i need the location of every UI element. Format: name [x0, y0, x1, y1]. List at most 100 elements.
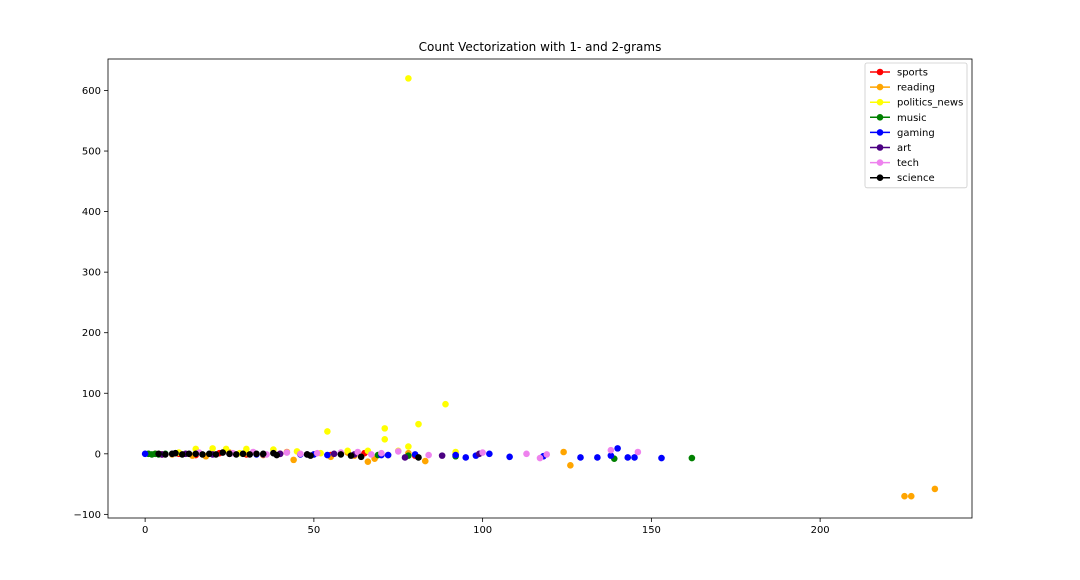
- data-point: [307, 452, 314, 459]
- data-point: [344, 447, 351, 455]
- data-point: [931, 485, 939, 493]
- data-point: [624, 454, 632, 461]
- data-point: [357, 453, 365, 461]
- legend-entry-politics-news: politics_news: [870, 98, 963, 109]
- data-point: [405, 443, 412, 450]
- legend-label: art: [897, 143, 911, 154]
- series-politics-news: [175, 75, 459, 457]
- data-point: [658, 454, 665, 462]
- data-point: [631, 454, 638, 461]
- legend-marker: [876, 83, 884, 91]
- data-point: [219, 449, 227, 456]
- data-point: [634, 448, 642, 456]
- data-point: [384, 451, 392, 459]
- data-point: [907, 492, 915, 500]
- data-point: [401, 454, 409, 461]
- data-point: [614, 445, 621, 452]
- legend-label: politics_news: [897, 98, 963, 109]
- data-point: [290, 456, 297, 464]
- legend-label: sports: [897, 68, 928, 79]
- data-point: [324, 428, 331, 435]
- x-tick-label: 0: [142, 525, 148, 536]
- series-tech: [168, 446, 642, 462]
- data-point: [283, 449, 291, 456]
- data-point: [901, 492, 908, 500]
- data-point: [313, 449, 321, 457]
- data-point: [438, 452, 446, 459]
- x-tick-label: 50: [308, 525, 321, 536]
- data-point: [185, 450, 193, 458]
- legend-label: reading: [897, 83, 935, 94]
- data-point: [381, 435, 389, 443]
- y-tick-label: 500: [82, 147, 101, 158]
- legend-entry-gaming: gaming: [870, 128, 935, 139]
- data-point: [560, 448, 567, 456]
- legend-marker: [876, 174, 884, 181]
- y-tick-label: 100: [82, 389, 101, 400]
- data-point: [486, 450, 493, 458]
- x-tick-label: 200: [811, 525, 830, 536]
- data-point: [405, 75, 412, 82]
- data-point: [452, 451, 459, 459]
- data-point: [273, 451, 281, 459]
- legend-marker: [876, 98, 884, 106]
- data-point: [462, 454, 470, 461]
- x-tick-label: 150: [642, 525, 661, 536]
- data-point: [594, 454, 601, 461]
- data-point: [523, 450, 530, 458]
- legend-entry-music: music: [870, 113, 927, 124]
- data-point: [232, 451, 240, 458]
- data-point: [543, 451, 551, 458]
- legend-label: science: [897, 173, 935, 184]
- data-point: [243, 445, 250, 453]
- data-point: [155, 450, 162, 458]
- data-point: [577, 454, 584, 461]
- data-point: [354, 448, 362, 456]
- legend-entry-art: art: [870, 143, 911, 154]
- data-point: [378, 449, 385, 457]
- legend-entry-science: science: [870, 173, 935, 184]
- series-science: [155, 449, 422, 461]
- data-point: [415, 454, 422, 461]
- data-point: [607, 452, 615, 459]
- legend-label: gaming: [897, 128, 935, 139]
- data-point: [330, 450, 338, 458]
- legend-marker: [876, 114, 884, 121]
- y-tick-label: 600: [82, 86, 101, 97]
- legend-box: [864, 62, 968, 189]
- data-point: [364, 458, 372, 465]
- data-point: [381, 425, 389, 432]
- chart-title: Count Vectorization with 1- and 2-grams: [419, 40, 662, 54]
- data-point: [442, 400, 449, 408]
- data-point: [536, 454, 544, 462]
- legend-marker: [876, 68, 884, 76]
- data-point: [415, 420, 422, 428]
- data-point: [394, 448, 402, 455]
- data-point: [259, 450, 267, 458]
- data-point: [141, 450, 149, 458]
- data-point: [192, 450, 200, 458]
- legend-label: music: [897, 113, 927, 124]
- legend-entry-tech: tech: [870, 158, 919, 169]
- data-point: [607, 446, 615, 454]
- legend-label: tech: [897, 158, 919, 169]
- data-point: [199, 451, 206, 458]
- data-point: [178, 451, 186, 458]
- data-point: [172, 449, 179, 457]
- y-tick-label: 300: [82, 268, 101, 279]
- series-gaming: [141, 445, 665, 462]
- data-point: [239, 450, 247, 458]
- data-point: [506, 453, 513, 461]
- data-point: [162, 451, 169, 458]
- plot-frame: [107, 58, 973, 519]
- data-point: [367, 451, 375, 458]
- data-point: [479, 449, 486, 456]
- data-point: [253, 450, 260, 458]
- data-point: [205, 450, 213, 458]
- y-tick-label: 0: [95, 449, 101, 460]
- axes-layer: 0 50 100 150 200 −100 0 100 200 300 400 500 600: [74, 58, 973, 536]
- data-point: [209, 445, 216, 452]
- x-tick-label: 100: [473, 525, 492, 536]
- legend-marker: [876, 159, 884, 166]
